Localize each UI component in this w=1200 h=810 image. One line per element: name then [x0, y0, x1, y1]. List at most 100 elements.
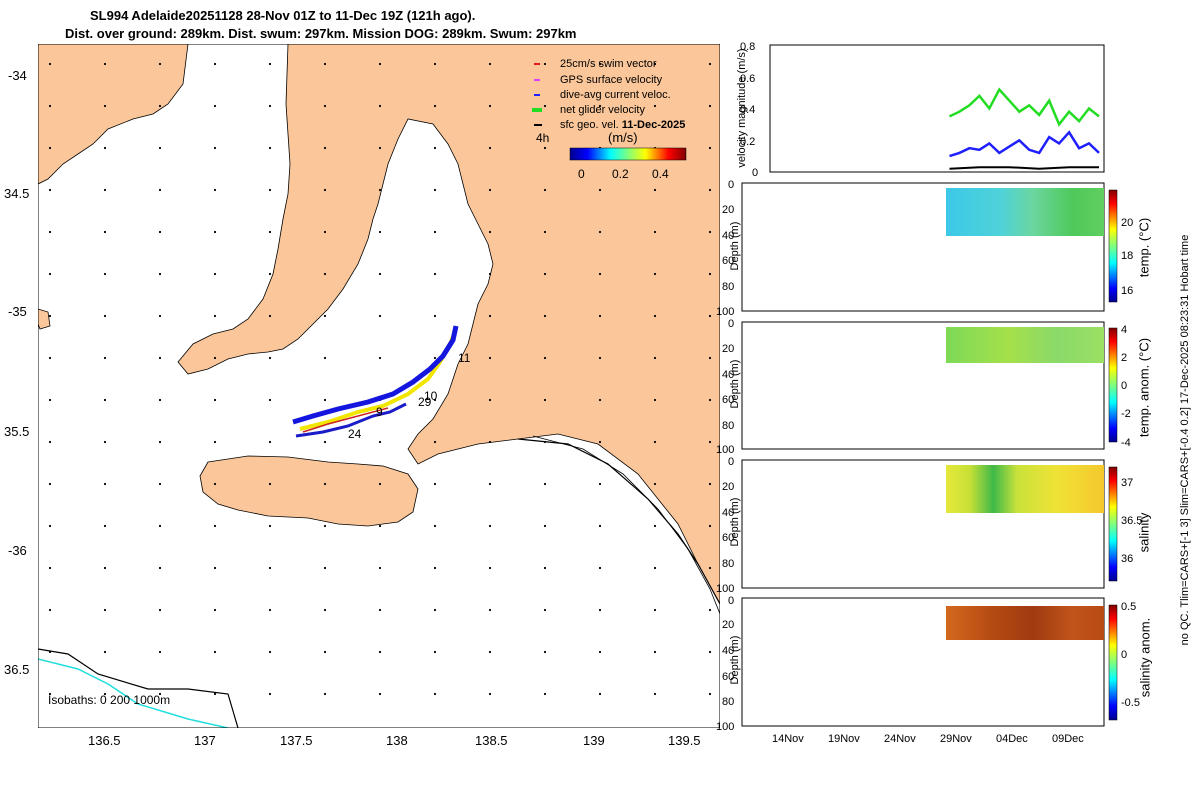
vector-dot [598, 482, 602, 486]
vector-dot [708, 188, 712, 192]
vector-dot [708, 566, 712, 570]
legend-gps-velocity: GPS surface velocity [560, 74, 663, 86]
side-note: no QC. Tlim=CARS+[-1 3] Slim=CARS+[-0.4 … [1179, 234, 1191, 646]
vector-dot [598, 692, 602, 696]
vector-dot [213, 524, 217, 528]
vector-dot [268, 608, 272, 612]
vector-dot [48, 440, 52, 444]
temp-panel: 20 18 16 [741, 182, 1133, 312]
vector-dot [103, 650, 107, 654]
xtick-04dec: 04Dec [996, 733, 1028, 745]
vector-dot [103, 482, 107, 486]
vector-dot [48, 608, 52, 612]
vector-dot [48, 104, 52, 108]
vector-dot [708, 272, 712, 276]
temp-colorbar [1108, 189, 1118, 303]
colorbar-tick-0: 0 [578, 167, 585, 181]
vector-dot [488, 146, 492, 150]
vector-dot [543, 104, 547, 108]
vector-dot [598, 272, 602, 276]
sal-ytick-4: 80 [722, 558, 734, 570]
vector-dot [488, 104, 492, 108]
temp-anom-data-field [946, 327, 1104, 363]
vector-dot [48, 398, 52, 402]
vector-dot [653, 356, 657, 360]
tanom-ytick-0: 0 [728, 318, 734, 330]
vector-dot [213, 146, 217, 150]
legend-time-label: 4h [536, 131, 549, 145]
vector-dot [708, 356, 712, 360]
vector-dot [158, 524, 162, 528]
tanom-ytick-5: 100 [716, 444, 734, 456]
sal-ytick-3: 60 [722, 532, 734, 544]
vector-dot [103, 188, 107, 192]
vector-dot [378, 314, 382, 318]
vector-dot [598, 356, 602, 360]
vector-dot [653, 230, 657, 234]
sfc-geo-velocity-line [949, 166, 1099, 170]
vector-dot [158, 314, 162, 318]
vector-dot [158, 356, 162, 360]
vector-dot [488, 188, 492, 192]
vector-dot [323, 62, 327, 66]
vector-dot [378, 440, 382, 444]
kangaroo-island [199, 455, 419, 527]
vector-dot [488, 524, 492, 528]
isobath-1000 [37, 648, 239, 729]
vector-dot [103, 692, 107, 696]
isobath-200 [532, 435, 721, 615]
temp-cbar-tick-1: 18 [1121, 250, 1133, 262]
vector-dot [543, 566, 547, 570]
vector-dot [433, 314, 437, 318]
vector-dot [323, 146, 327, 150]
track-blue-2 [295, 402, 407, 438]
tanom-ytick-4: 80 [722, 420, 734, 432]
vector-dot [433, 482, 437, 486]
vector-dot [378, 230, 382, 234]
temp-ylabel: Depth (m) [729, 221, 741, 271]
vector-dot [158, 230, 162, 234]
vector-dot [268, 314, 272, 318]
temp-anom-ylabel: Depth (m) [729, 359, 741, 409]
vector-dot [708, 608, 712, 612]
vector-dot [488, 62, 492, 66]
vector-dot [48, 524, 52, 528]
track-label-24: 24 [348, 427, 362, 441]
vector-dot [103, 608, 107, 612]
temp-ytick-4: 80 [722, 281, 734, 293]
vector-dot [48, 272, 52, 276]
track-blue [292, 325, 459, 425]
vector-dot [543, 314, 547, 318]
vector-dot [543, 440, 547, 444]
vector-dot [378, 188, 382, 192]
legend-net-glider: net glider velocity [560, 104, 645, 116]
vector-dot [323, 524, 327, 528]
vector-dot [323, 272, 327, 276]
temp-anom-cbar-tick-4: -4 [1121, 437, 1131, 449]
vector-dot [48, 146, 52, 150]
vector-dot [708, 692, 712, 696]
vector-dot [378, 272, 382, 276]
vel-ytick-2: 0.4 [740, 104, 755, 116]
vector-dot [378, 104, 382, 108]
vector-dot [598, 608, 602, 612]
vector-dot [323, 482, 327, 486]
vector-dot [433, 566, 437, 570]
vector-dot [653, 524, 657, 528]
vector-dot [103, 566, 107, 570]
sanom-ytick-4: 80 [722, 696, 734, 708]
vector-dot [598, 650, 602, 654]
vector-dot [213, 650, 217, 654]
vector-dot [598, 314, 602, 318]
vector-dot [488, 398, 492, 402]
sanom-ytick-5: 100 [716, 721, 734, 733]
sanom-ytick-2: 40 [722, 645, 734, 657]
vector-dot [653, 104, 657, 108]
profile-panels: 0.8 0.6 0.4 0.2 0 20 18 16 4 2 0 -2 -4 3… [716, 41, 1142, 745]
sal-ytick-2: 40 [722, 507, 734, 519]
vector-dot [213, 608, 217, 612]
salinity-cbar-tick-0: 37 [1121, 477, 1133, 489]
vector-dot [433, 398, 437, 402]
vel-ytick-4: 0 [752, 167, 758, 179]
vector-dot [268, 398, 272, 402]
